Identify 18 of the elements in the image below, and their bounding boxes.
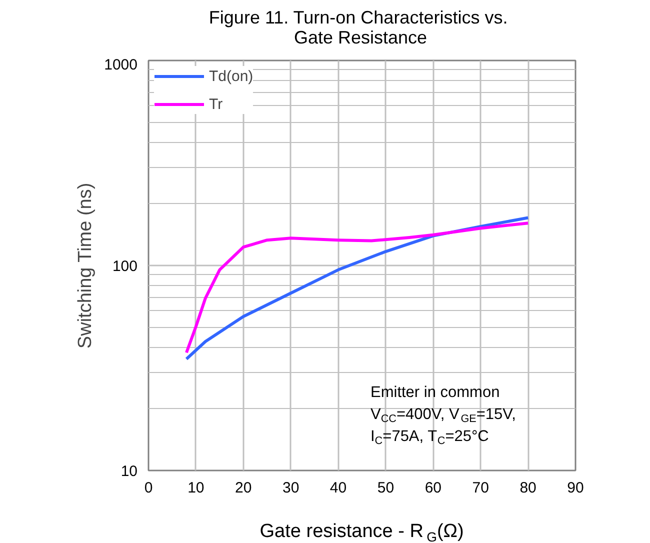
x-tick-label: 50 bbox=[377, 480, 394, 496]
x-tick-label: 20 bbox=[235, 480, 252, 496]
x-tick-label: 90 bbox=[567, 480, 584, 496]
y-axis-title: Switching Time (ns) bbox=[75, 182, 96, 349]
x-tick-label: 60 bbox=[424, 480, 442, 496]
legend-label: Td(on) bbox=[209, 68, 254, 84]
x-tick-label: 40 bbox=[330, 480, 347, 496]
x-tick-label: 10 bbox=[188, 480, 204, 496]
x-tick-label: 70 bbox=[472, 480, 489, 496]
x-tick-label: 0 bbox=[144, 480, 153, 496]
x-tick-label: 30 bbox=[282, 480, 300, 496]
x-tick-label: 80 bbox=[520, 480, 536, 496]
chart-title: Figure 11. Turn-on Characteristics vs. Gate Resistance bbox=[208, 8, 508, 48]
y-tick-label: 100 bbox=[112, 258, 138, 275]
y-tick-label: 1000 bbox=[104, 56, 138, 74]
annotation: Emitter in common bbox=[370, 384, 500, 401]
legend-label: Tr bbox=[209, 96, 224, 112]
y-tick-label: 10 bbox=[120, 463, 138, 480]
